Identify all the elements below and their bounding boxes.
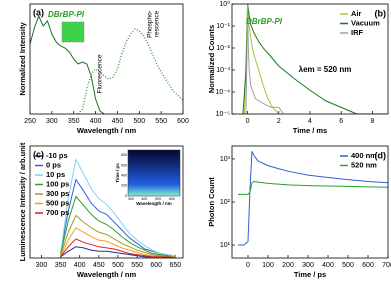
series-line bbox=[60, 238, 176, 258]
x-tick-label: 400 bbox=[322, 262, 334, 269]
legend-label: -10 ps bbox=[46, 151, 68, 160]
x-tick-label: 500 bbox=[112, 262, 124, 269]
legend-label: 400 nm bbox=[351, 151, 377, 160]
x-tick-label: 550 bbox=[131, 262, 143, 269]
x-tick-label: 650 bbox=[170, 262, 182, 269]
y-tick-label: 10⁻³ bbox=[216, 67, 230, 74]
legend-label: Air bbox=[351, 9, 362, 18]
plot-frame bbox=[231, 145, 389, 259]
panel-label: (c) bbox=[33, 149, 44, 159]
series-line bbox=[60, 227, 176, 258]
x-tick-label: 400 bbox=[74, 262, 86, 269]
legend-label: 700 ps bbox=[46, 208, 69, 217]
chart-title: DBrBP-PI bbox=[246, 17, 283, 26]
series-line bbox=[238, 151, 388, 246]
y-tick-label: 10⁻¹ bbox=[216, 23, 230, 30]
x-tick-label: 6 bbox=[339, 118, 343, 125]
x-tick-label: 0 bbox=[246, 118, 250, 125]
x-tick-label: 300 bbox=[302, 262, 314, 269]
inset-y-tick-label: 800 bbox=[121, 153, 127, 157]
y-axis-label: Normalized Counts bbox=[207, 25, 216, 93]
x-tick-label: 250 bbox=[24, 118, 36, 125]
inset-y-tick-label: 600 bbox=[121, 163, 127, 167]
x-axis-label: Wavelength / nm bbox=[77, 126, 137, 135]
x-tick-label: 200 bbox=[282, 262, 294, 269]
inset-map bbox=[127, 149, 181, 197]
y-tick-label: 10⁰ bbox=[219, 0, 230, 8]
inset-x-tick-label: 400 bbox=[141, 197, 147, 201]
y-axis-label: Luminescence Intensity / arb.unit bbox=[18, 142, 27, 261]
x-axis-label: Time / ps bbox=[294, 270, 326, 279]
x-tick-label: 500 bbox=[342, 262, 354, 269]
inset-y-tick-label: 200 bbox=[121, 184, 127, 188]
x-tick-label: 8 bbox=[370, 118, 374, 125]
inset-x-tick-label: 300 bbox=[128, 197, 134, 201]
chart-title: DBrBP-PI bbox=[48, 10, 85, 19]
x-tick-label: 450 bbox=[112, 118, 124, 125]
legend-label: 520 nm bbox=[351, 160, 377, 169]
inset-photo bbox=[61, 21, 85, 43]
panel-label: (d) bbox=[375, 150, 387, 160]
legend-label: 10 ps bbox=[46, 170, 65, 179]
x-tick-label: 700 bbox=[382, 262, 391, 269]
series-line bbox=[245, 4, 284, 114]
x-tick-label: 500 bbox=[133, 118, 145, 125]
inset-x-tick-label: 500 bbox=[155, 197, 161, 201]
series-line bbox=[77, 28, 183, 114]
y-tick-label: 10² bbox=[220, 199, 231, 206]
x-tick-label: 0 bbox=[246, 262, 250, 269]
x-tick-label: 100 bbox=[262, 262, 274, 269]
x-tick-label: 400 bbox=[90, 118, 102, 125]
y-axis-label: Normalized Intensity bbox=[18, 22, 27, 96]
annotation: Fluorescence bbox=[97, 54, 104, 93]
series-line bbox=[30, 14, 105, 114]
y-tick-label: 10¹ bbox=[220, 242, 231, 249]
inset-y-tick-label: 400 bbox=[121, 173, 127, 177]
x-tick-label: 350 bbox=[55, 262, 67, 269]
inset-x-tick-label: 600 bbox=[169, 197, 175, 201]
x-axis-label: Time / ms bbox=[293, 126, 327, 135]
series-line bbox=[60, 214, 176, 258]
y-tick-label: 10⁻⁵ bbox=[216, 111, 230, 118]
legend-label: Vacuum bbox=[351, 18, 380, 27]
y-tick-label: 10⁻² bbox=[216, 45, 230, 52]
series-line bbox=[60, 178, 176, 258]
legend-label: 300 ps bbox=[46, 189, 69, 198]
legend-label: 0 ps bbox=[46, 160, 61, 169]
inset-y-tick-label: 0 bbox=[125, 194, 127, 198]
annotation: rescence bbox=[154, 10, 161, 37]
panel-label: (a) bbox=[33, 7, 44, 17]
series-line bbox=[238, 180, 388, 195]
x-tick-label: 600 bbox=[150, 262, 162, 269]
inset-x-label: Wavelength / nm bbox=[136, 201, 172, 206]
plot-frame bbox=[231, 3, 389, 115]
y-tick-label: 10⁻⁴ bbox=[216, 89, 231, 96]
y-axis-label: Photon Count bbox=[207, 177, 216, 227]
x-tick-label: 450 bbox=[93, 262, 105, 269]
x-tick-label: 300 bbox=[46, 118, 58, 125]
series-line bbox=[243, 4, 280, 114]
plot-frame bbox=[29, 145, 184, 259]
annotation: λem = 520 nm bbox=[299, 65, 352, 74]
series-line bbox=[60, 157, 176, 257]
x-tick-label: 550 bbox=[155, 118, 167, 125]
x-tick-label: 350 bbox=[68, 118, 80, 125]
legend-label: IRF bbox=[351, 28, 364, 37]
legend-label: 500 ps bbox=[46, 198, 69, 207]
x-tick-label: 600 bbox=[362, 262, 374, 269]
x-tick-label: 2 bbox=[277, 118, 281, 125]
plot-frame bbox=[29, 3, 184, 115]
series-line bbox=[60, 195, 176, 258]
x-tick-label: 300 bbox=[36, 262, 48, 269]
x-tick-label: 600 bbox=[177, 118, 189, 125]
inset-y-label: Time / ps bbox=[115, 163, 120, 183]
x-tick-label: 4 bbox=[308, 118, 312, 125]
x-axis-label: Wavelength / nm bbox=[77, 270, 137, 279]
series-line bbox=[242, 4, 388, 114]
legend-label: 100 ps bbox=[46, 179, 69, 188]
panel-label: (b) bbox=[375, 8, 387, 18]
annotation: Phospho- bbox=[147, 10, 154, 38]
y-tick-label: 10³ bbox=[220, 156, 231, 163]
